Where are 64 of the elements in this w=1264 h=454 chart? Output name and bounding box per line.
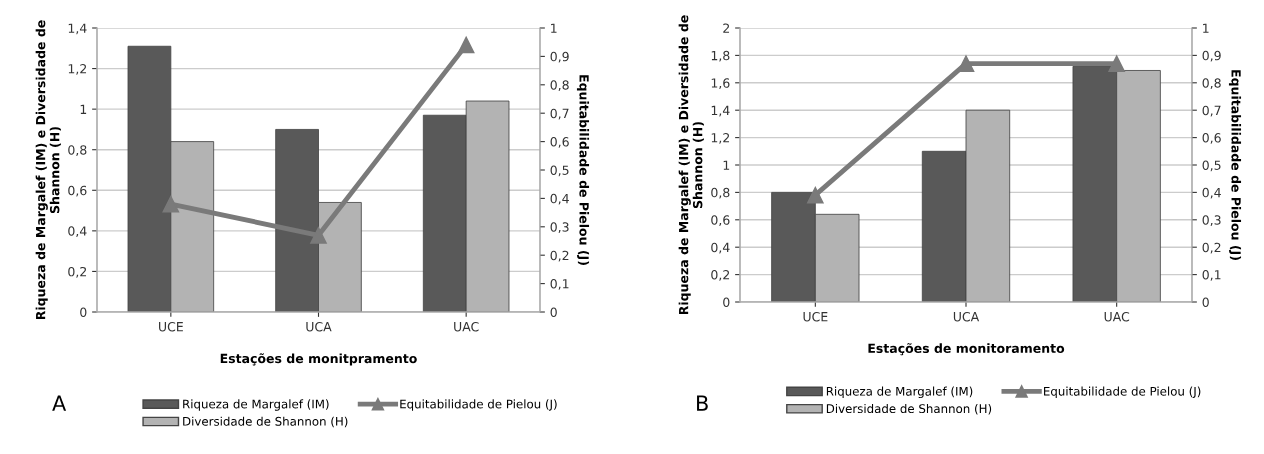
y2-tick-label: 0,3 <box>1202 215 1221 226</box>
y-tick-label: 1 <box>80 104 87 114</box>
y-tick-label: 0,2 <box>68 266 87 278</box>
y2-tick-label: 0,8 <box>550 80 569 91</box>
y2-tick-label: 0,9 <box>1202 50 1221 62</box>
y2-tick-label: 0,8 <box>1202 78 1221 89</box>
x-axis-title: Estações de monitpramento <box>220 353 417 366</box>
y2-tick-label: 0,5 <box>550 165 569 177</box>
y2-tick-label: 0,5 <box>1202 160 1221 172</box>
point <box>310 226 327 244</box>
y-tick-label: 0,8 <box>711 187 730 199</box>
y2-tick-label: 0,4 <box>1202 187 1221 199</box>
text: A <box>52 395 67 411</box>
y-tick-label: 0 <box>80 307 87 317</box>
y-tick-label: 0,4 <box>68 226 87 238</box>
y-tick-label: 1,2 <box>68 64 87 75</box>
x-tick-label: UAC <box>454 321 479 332</box>
y2-tick-label: 0,6 <box>550 137 569 148</box>
legend-label: Equitabilidade de Pielou (J) <box>1044 386 1201 399</box>
y-tick-label: 0,8 <box>68 145 87 156</box>
legend-label: Riqueza de Margalef (IM) <box>183 399 329 411</box>
y2-axis-title: Equitabilidade de Pielou (J) <box>576 75 590 265</box>
x-tick-label: UCA <box>953 311 980 322</box>
point <box>162 195 180 213</box>
y-tick-label: 1,2 <box>711 133 730 144</box>
y2-tick-label: 0,2 <box>550 250 569 262</box>
x-tick-label: UCA <box>306 321 332 332</box>
legend-label: Equitabilidade de Pielou (J) <box>400 399 557 411</box>
x-tick-label: UCE <box>803 311 828 322</box>
y2-tick-label: 0,2 <box>1202 242 1221 254</box>
text: B <box>697 395 708 411</box>
y2-tick-label: 0 <box>550 307 557 317</box>
y-tick-label: 0,2 <box>711 270 730 281</box>
x-axis-title: Estações de monitoramento <box>868 343 1065 356</box>
y2-tick-label: 0 <box>1202 297 1209 307</box>
y-tick-label: 1 <box>723 160 730 170</box>
y-tick-label: 0,6 <box>68 185 87 197</box>
y2-tick-label: 1 <box>551 23 557 33</box>
y-tick-label: 1,8 <box>711 50 730 62</box>
y2-tick-label: 0,9 <box>550 51 569 63</box>
y2-tick-label: 1 <box>1203 23 1209 33</box>
y-tick-label: 2 <box>723 23 730 33</box>
y-tick-label: 0 <box>723 297 730 307</box>
legend-label: Riqueza de Margalef (IM) <box>826 386 973 399</box>
y-axis-title: Riqueza de Margalef (IM) e Diversidade de Shannon (H) <box>678 15 704 315</box>
point <box>457 36 475 54</box>
x-tick-label: UCE <box>159 321 183 332</box>
y2-tick-label: 0,6 <box>1202 133 1221 144</box>
y-tick-label: 0,6 <box>711 215 730 226</box>
legend-label: Diversidade de Shannon (H) <box>826 403 992 415</box>
y-tick-label: 1,4 <box>68 23 87 35</box>
y2-tick-label: 0,1 <box>1202 270 1221 281</box>
y-tick-label: 1,4 <box>711 105 730 117</box>
legend-label: Diversidade de Shannon (H) <box>183 416 348 428</box>
y-tick-label: 1,6 <box>711 78 730 89</box>
y-axis-title: Riqueza de Margalef (IM) e Diversidade de Shannon (H) <box>35 20 61 320</box>
x-tick-label: UAC <box>1104 311 1130 322</box>
y2-axis-title: Equitabilidade de Pielou (J) <box>1228 70 1242 260</box>
y2-tick-label: 0,7 <box>550 108 569 120</box>
y2-tick-label: 0,7 <box>1202 105 1221 117</box>
y2-tick-label: 0,4 <box>550 193 569 205</box>
y2-tick-label: 0,3 <box>550 222 569 233</box>
y-tick-label: 0,4 <box>711 242 730 254</box>
y2-tick-label: 0,1 <box>550 279 569 290</box>
